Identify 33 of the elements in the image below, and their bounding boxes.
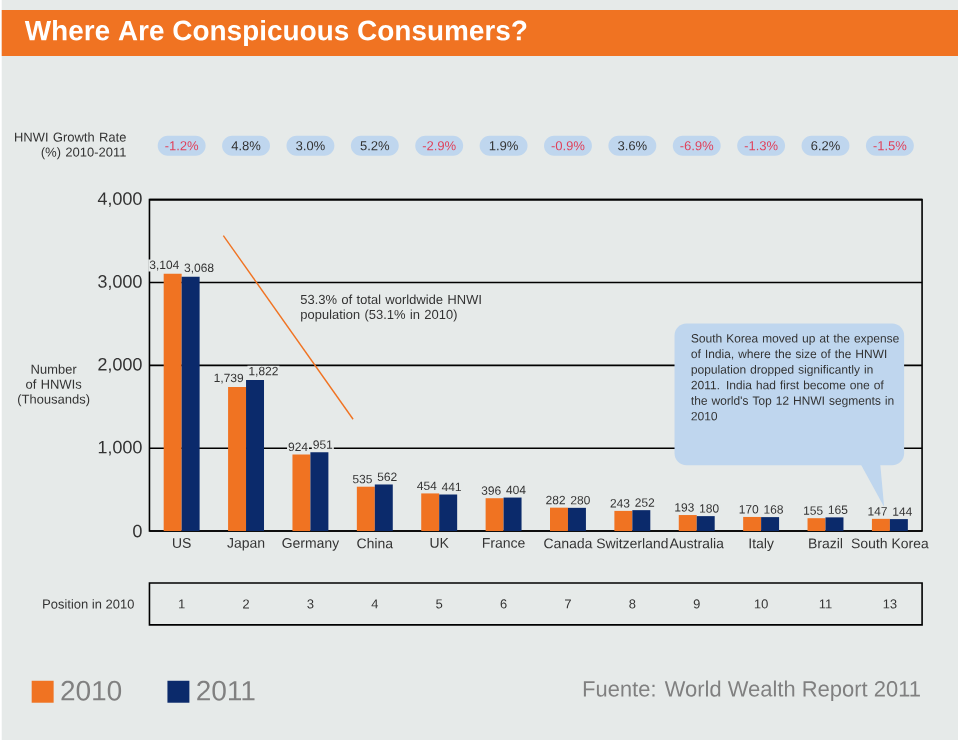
chart-title: Where Are Conspicuous Consumers?: [24, 19, 527, 46]
y-tick-label: 3,000: [98, 274, 142, 290]
bar: [356, 486, 375, 531]
legend-label: 2010: [61, 680, 122, 701]
bar: [550, 507, 568, 531]
source-note: Fuente: World Wealth Report 2011: [583, 680, 920, 701]
bar: [503, 497, 522, 531]
bar: [374, 484, 393, 531]
y-tick-label: 1,000: [98, 440, 142, 456]
bar: [632, 509, 651, 531]
bar: [743, 516, 762, 531]
bar: [181, 276, 200, 531]
bar: [871, 518, 890, 531]
y-tick-label: 4,000: [97, 191, 142, 207]
bar: [421, 493, 440, 531]
bar: [567, 507, 586, 531]
bar: [889, 518, 908, 531]
bar: [292, 454, 311, 531]
legend-label: 2011: [197, 680, 255, 701]
y-tick-label: 0: [133, 524, 142, 538]
bar: [163, 273, 182, 531]
bar: [696, 515, 715, 531]
bar: [678, 514, 697, 531]
bar: [807, 517, 826, 531]
bar: [246, 379, 265, 531]
bar: [614, 510, 633, 531]
bar: [310, 451, 329, 531]
y-tick-label: 2,000: [98, 357, 142, 373]
bar: [761, 516, 780, 531]
bar: [439, 494, 458, 531]
bar: [228, 386, 247, 531]
bar: [485, 497, 504, 531]
bar: [825, 517, 844, 531]
